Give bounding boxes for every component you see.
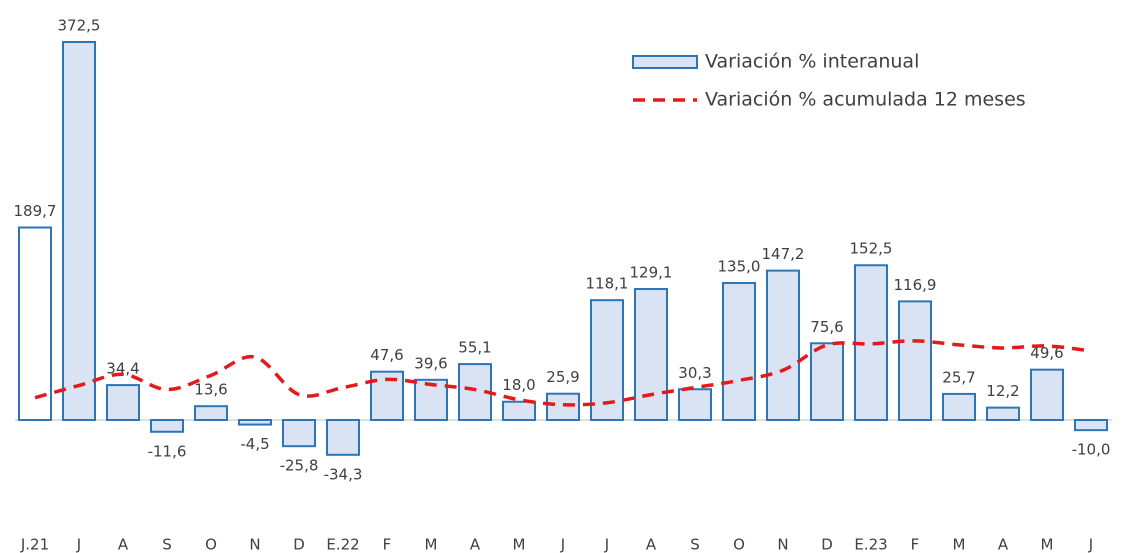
value-label: -4,5 [240,435,269,453]
x-tick-label: D [821,536,833,553]
bar [942,392,976,421]
value-label: 55,1 [458,339,491,357]
x-tick-label: A [470,536,481,553]
x-tick-label: O [733,536,745,553]
x-tick-label: F [911,536,920,553]
x-tick-label: O [205,536,217,553]
bar [722,282,756,421]
x-tick-label: J [1088,536,1093,553]
value-label: 135,0 [718,258,761,276]
bar [106,384,140,421]
bar [62,41,96,421]
bar [414,378,448,422]
bar [898,300,932,421]
value-label: 49,6 [1030,344,1063,362]
value-label: 12,2 [986,382,1019,400]
x-tick-label: E.23 [854,536,887,553]
value-label: 30,3 [678,364,711,382]
x-tick-label: A [998,536,1009,553]
bar [810,342,844,421]
x-tick-label: S [162,536,172,553]
bar [1074,419,1108,432]
bar [590,299,624,422]
bar [150,419,184,433]
line-series [34,339,1092,407]
value-label: 129,1 [630,263,673,281]
value-label: -11,6 [148,442,187,460]
bar [986,406,1020,422]
bar [1030,368,1064,422]
x-tick-label: J [604,536,609,553]
bar [634,287,668,422]
value-label: 118,1 [586,275,629,293]
x-tick-label: N [777,536,788,553]
value-label: -10,0 [1072,441,1111,459]
legend-text: Variación % interanual [705,51,919,73]
x-tick-label: J [560,536,565,553]
bar [546,392,580,422]
x-tick-label: D [293,536,305,553]
x-tick-label: M [425,536,438,553]
bar [502,400,536,421]
value-label: 13,6 [194,381,227,399]
value-label: 47,6 [370,346,403,364]
legend-swatch [632,55,698,69]
x-tick-label: M [513,536,526,553]
x-tick-label: J [76,536,81,553]
value-label: 39,6 [414,354,447,372]
value-label: 18,0 [502,376,535,394]
value-label: -25,8 [280,457,319,475]
x-tick-label: M [1041,536,1054,553]
x-tick-label: N [249,536,260,553]
bar [326,419,360,456]
bar [282,419,316,448]
bar [678,388,712,422]
value-label: 152,5 [850,240,893,258]
legend-text: Variación % acumulada 12 meses [705,89,1026,111]
x-tick-label: E.22 [326,536,359,553]
bar [238,419,272,426]
x-tick-label: M [953,536,966,553]
value-label: 25,9 [546,368,579,386]
value-label: 116,9 [894,276,937,294]
x-tick-label: A [118,536,129,553]
value-label: 189,7 [14,202,57,220]
x-tick-label: S [690,536,700,553]
x-tick-label: F [383,536,392,553]
x-tick-label: J.21 [20,536,49,553]
value-label: 147,2 [762,245,805,263]
x-tick-label: A [646,536,657,553]
value-label: 372,5 [58,17,101,35]
value-label: 25,7 [942,368,975,386]
bar [766,269,800,422]
bar [194,405,228,421]
value-label: 75,6 [810,318,843,336]
bar [18,226,52,421]
value-label: -34,3 [324,465,363,483]
